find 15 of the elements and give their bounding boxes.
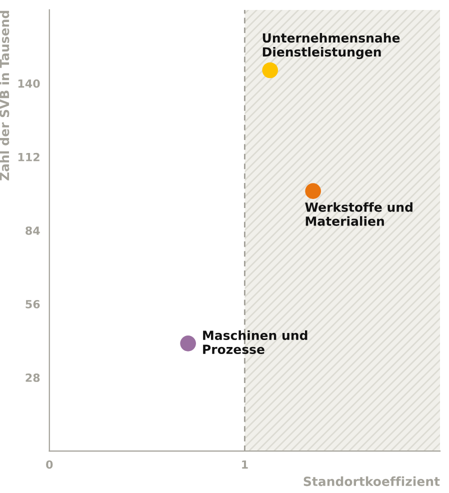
- annotation: Unternehmensnahe Dienstleistungen: [262, 32, 400, 60]
- y-tick-label: 28: [26, 374, 40, 382]
- point: [305, 183, 321, 199]
- annotation: Werkstoffe und Materialien: [305, 202, 412, 226]
- x-tick-label: 1: [242, 460, 248, 469]
- point: [180, 335, 196, 352]
- y-tick-label: 84: [26, 226, 40, 235]
- y-tick-label: 140: [18, 79, 40, 88]
- y-tick-label: 112: [18, 152, 40, 162]
- point: [262, 62, 278, 78]
- x-tick-label: 0: [46, 460, 53, 469]
- y-tick-label: 56: [26, 300, 40, 308]
- y-axis-title: Zahl der SVB in Tausend: [0, 10, 10, 180]
- annotation: Maschinen und Prozesse: [203, 330, 308, 354]
- x-axis-title: Standortkoeffizient: [304, 476, 440, 486]
